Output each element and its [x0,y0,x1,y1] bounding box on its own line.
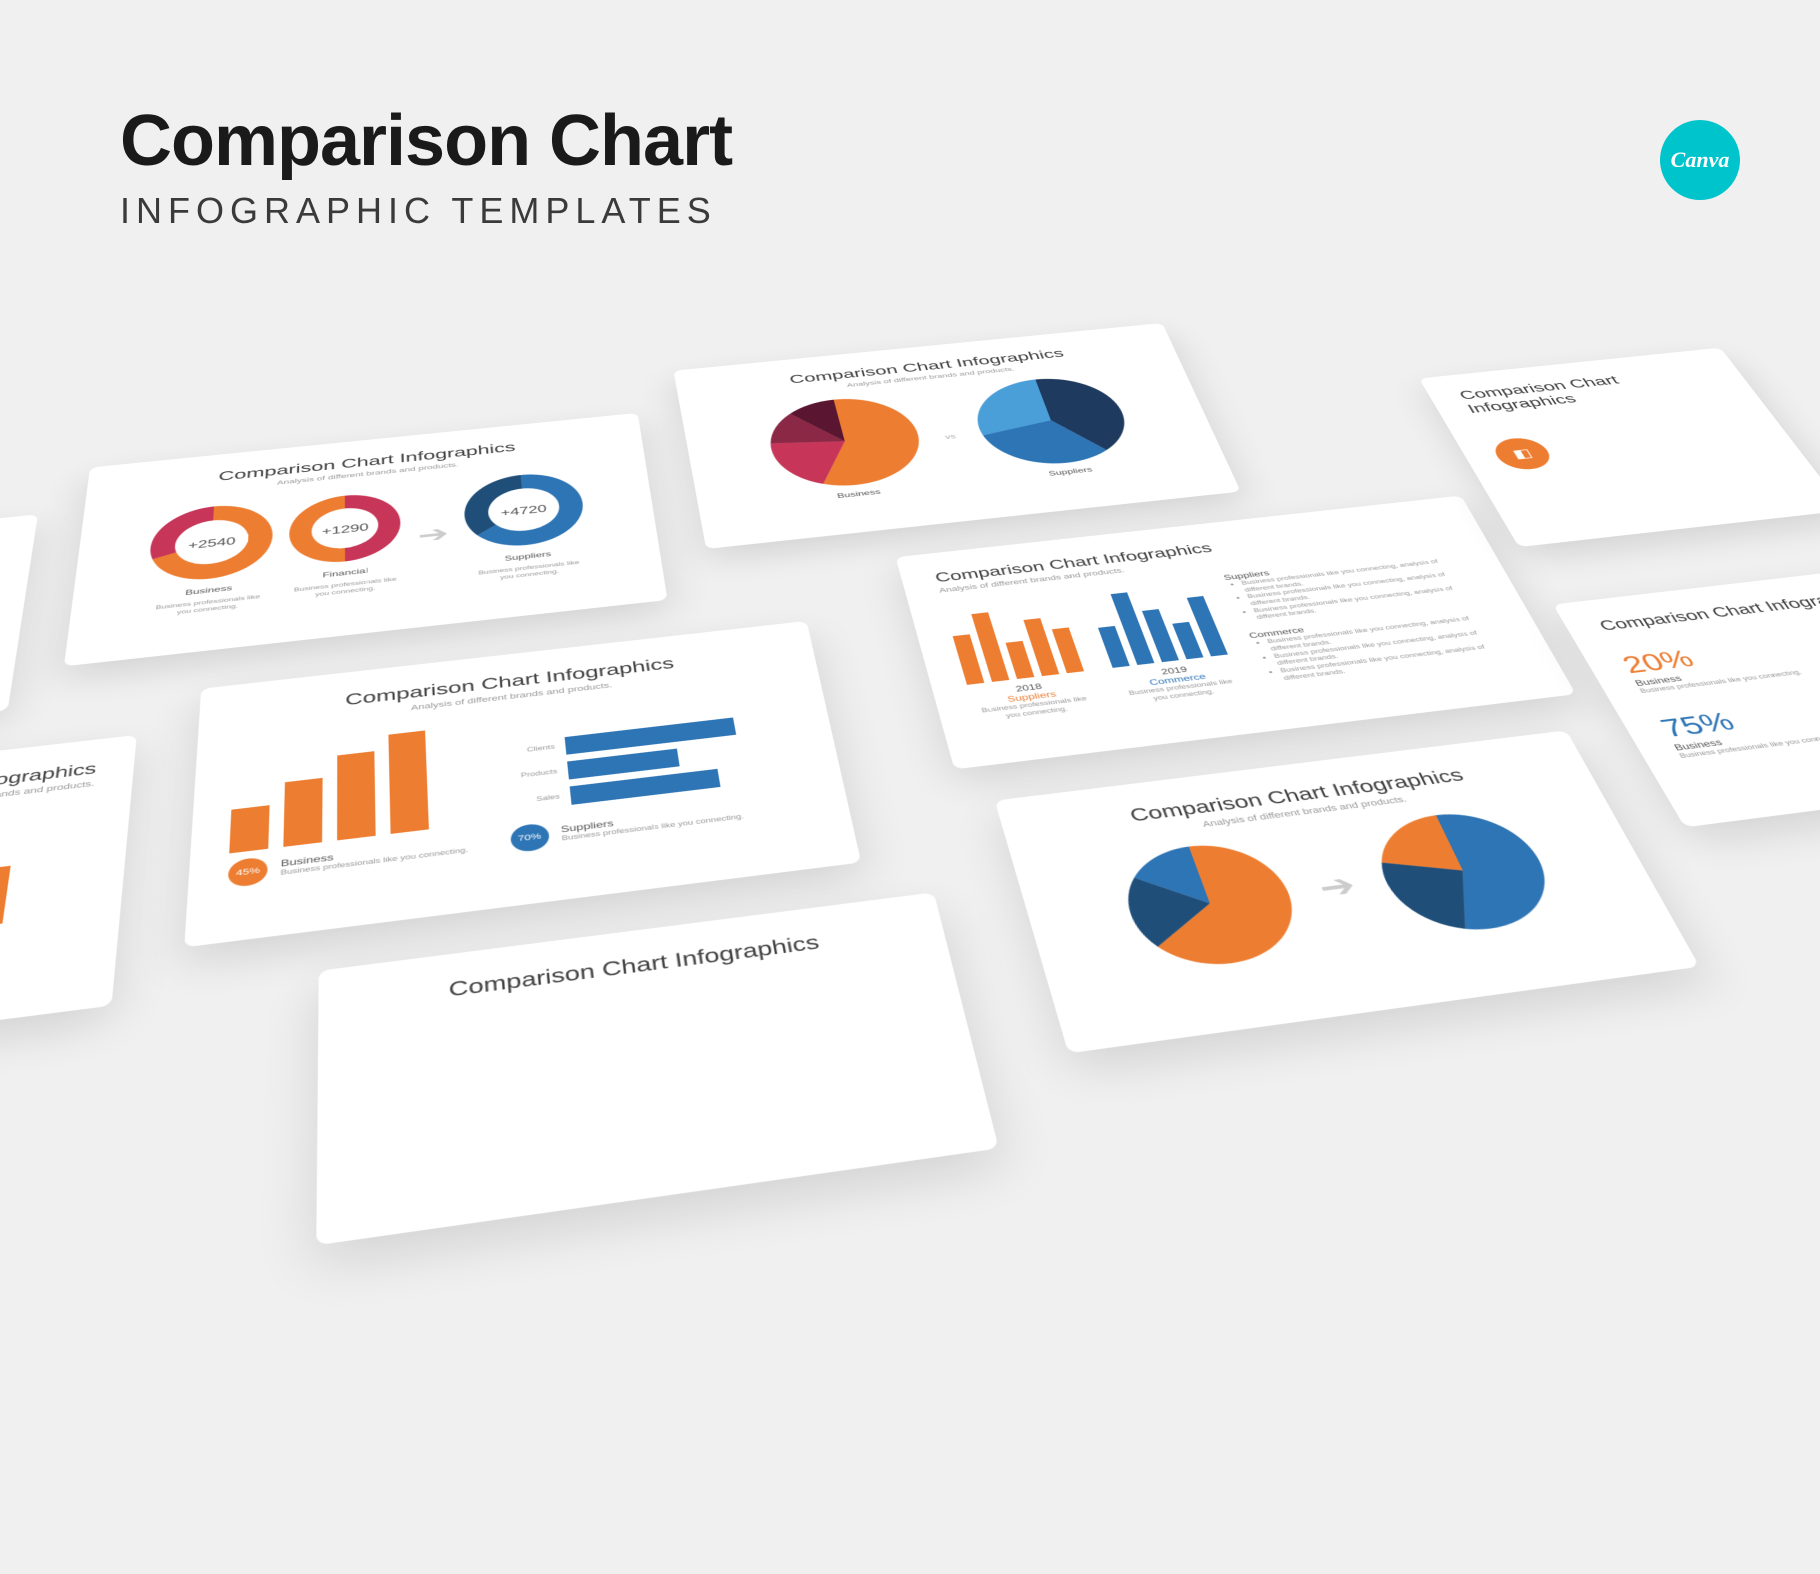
card-partial-bottom: Comparison Chart Infographics [316,893,998,1246]
card-grouped-bars: Comparison Chart Infographics Analysis o… [0,735,137,1083]
card-split-bars: Comparison Chart Infographics Analysis o… [896,496,1576,770]
cards-stage: Suppliers Business professionals like yo… [0,256,1820,1529]
pie-right [965,373,1140,471]
c6-vbadge: 45% [228,856,268,888]
arrow-icon: ➔ [1312,867,1362,907]
c6-hbadge: 70% [509,822,549,853]
page-title: Comparison Chart [120,100,732,182]
pie7-left [1112,837,1313,974]
pie-left [762,393,931,493]
pie-right-label: Suppliers [1047,466,1093,478]
card-stacked-bars: Suppliers Business professionals like yo… [0,515,38,759]
card-donuts: Comparison Chart Infographics Analysis o… [64,413,668,666]
vs-label: vs [944,433,957,441]
page-subtitle: INFOGRAPHIC TEMPLATES [120,190,732,232]
card-bar-hbar: Comparison Chart Infographics Analysis o… [184,621,861,947]
circle-icon: ◧ [1488,436,1557,472]
pie-left-label: Business [836,488,881,500]
pie7-right [1360,806,1568,939]
c4-year-l: 2018 [1014,682,1043,694]
card7-title: Comparison Chart Infographics [1038,755,1554,838]
card-pies-arrow: Comparison Chart Infographics Analysis o… [995,731,1700,1054]
card-pie-vs: Comparison Chart Infographics Analysis o… [673,323,1240,549]
canva-badge: Canva [1660,120,1740,200]
card-partial-right: Comparison Chart Infographics ◧ [1419,348,1820,547]
